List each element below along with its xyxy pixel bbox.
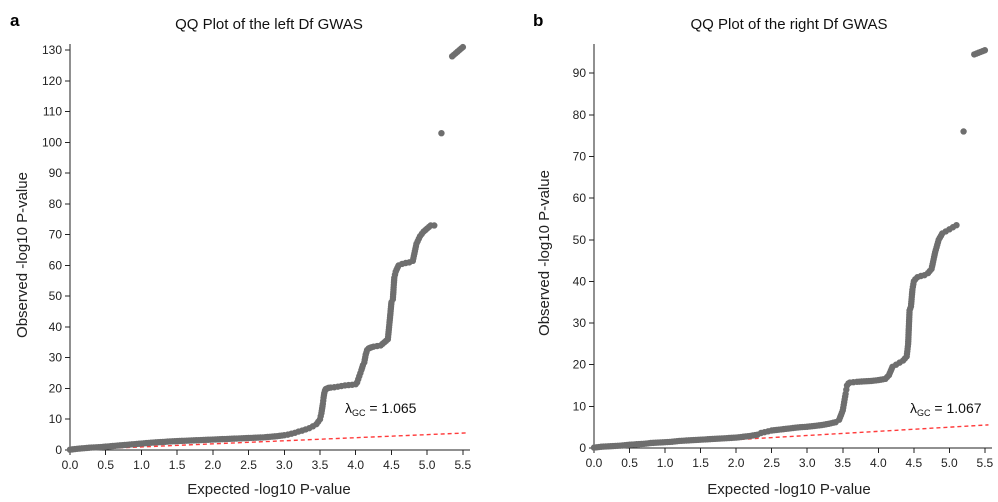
panel-b-x-tick-label: 1.5 — [692, 456, 709, 470]
panel-b-data-point — [981, 47, 989, 54]
panel-a-data-point — [438, 129, 445, 137]
panel-b-y-tick-label: 10 — [573, 399, 587, 413]
panel-b-x-tick-label: 0.5 — [621, 456, 638, 470]
panel-b-data-point — [960, 128, 967, 135]
panel-b-x-tick-label: 3.5 — [834, 456, 851, 470]
panel-a-y-tick-label: 130 — [42, 43, 62, 57]
panel-b-x-tick-label: 3.0 — [799, 456, 816, 470]
panel-b-title: QQ Plot of the right Df GWAS — [690, 16, 887, 33]
panel-b-y-axis-label: Observed -log10 P-value — [536, 170, 553, 336]
panel-b-data-point — [953, 221, 960, 229]
panel-a-x-tick-label: 1.0 — [133, 458, 150, 472]
panel-a-x-tick-label: 4.0 — [347, 458, 364, 472]
panel-b-y-tick-label: 60 — [573, 191, 587, 205]
panel-b-y-tick-label: 50 — [573, 233, 587, 247]
panel-b-x-tick-label: 5.5 — [977, 456, 994, 470]
panel-a-y-tick-label: 80 — [49, 197, 63, 211]
panel-a-title: QQ Plot of the left Df GWAS — [175, 16, 363, 33]
panel-b-y-tick-label: 70 — [573, 149, 587, 163]
panel-a-y-tick-label: 100 — [42, 135, 62, 149]
panel-b-x-tick-label: 5.0 — [941, 456, 958, 470]
panel-a-x-axis-label: Expected -log10 P-value — [187, 481, 350, 498]
panel-a-y-tick-label: 20 — [49, 381, 63, 395]
panel-a-letter: a — [10, 11, 20, 30]
panel-a-y-tick-label: 90 — [49, 166, 63, 180]
panel-b-y-tick-label: 40 — [573, 274, 587, 288]
panel-a-x-tick-label: 5.0 — [419, 458, 436, 472]
panel-a-y-axis-label: Observed -log10 P-value — [14, 172, 31, 338]
panel-b-x-tick-label: 2.5 — [763, 456, 780, 470]
panel-a-y-tick-label: 0 — [55, 443, 62, 457]
panel-a-x-tick-label: 0.5 — [97, 458, 114, 472]
panel-a-x-tick-label: 2.0 — [205, 458, 222, 472]
panel-a-expected-reference-line — [69, 432, 467, 451]
panel-a-data-point — [431, 222, 438, 229]
panel-a-y-tick-label: 120 — [42, 74, 62, 88]
panel-a-y-tick-label: 60 — [49, 258, 63, 272]
panel-a-y-tick-label: 30 — [49, 351, 63, 365]
panel-a-y-tick-label: 50 — [49, 289, 63, 303]
panel-a-lambda-gc-annotation: λGC = 1.065 — [345, 400, 417, 418]
panel-b-plot-area: 0.0 0.5 1.0 1.5 2.0 2.5 3.0 3.5 4.0 4.5 5.0 5.5 0 10 2… — [573, 44, 994, 470]
panel-b-y-tick-label: 0 — [579, 441, 586, 455]
panel-b-x-tick-label: 2.0 — [728, 456, 745, 470]
panel-b: b QQ Plot of the right Df GWAS Expected … — [533, 11, 994, 498]
panel-a: a QQ Plot of the left Df GWAS Expected -… — [10, 11, 472, 498]
panel-b-lambda-gc-annotation: λGC = 1.067 — [910, 400, 982, 418]
panel-a-data-point — [459, 43, 467, 51]
panel-b-y-tick-label: 20 — [573, 358, 587, 372]
panel-b-x-tick-label: 4.5 — [905, 456, 922, 470]
panel-a-x-tick-label: 4.5 — [383, 458, 400, 472]
panel-a-x-tick-label: 3.5 — [312, 458, 329, 472]
panel-b-letter: b — [533, 11, 543, 30]
panel-b-x-tick-label: 1.0 — [657, 456, 674, 470]
panel-a-x-tick-label: 1.5 — [169, 458, 186, 472]
panel-b-x-tick-label: 0.0 — [586, 456, 603, 470]
panel-a-y-tick-label: 10 — [49, 412, 63, 426]
panel-b-y-tick-label: 80 — [573, 108, 587, 122]
panel-a-y-tick-label: 110 — [43, 105, 62, 119]
panel-b-x-axis-label: Expected -log10 P-value — [707, 481, 870, 498]
panel-a-x-tick-label: 2.5 — [240, 458, 257, 472]
panel-a-y-tick-label: 70 — [49, 228, 63, 242]
panel-a-plot-area: 0.0 0.5 1.0 1.5 2.0 2.5 3.0 3.5 4.0 4.5 5.0 5.5 0 10 2… — [42, 43, 472, 472]
panel-b-y-tick-label: 90 — [573, 66, 587, 80]
panel-b-x-tick-label: 4.0 — [870, 456, 887, 470]
panel-a-y-tick-label: 40 — [49, 320, 63, 334]
panel-a-x-tick-label: 0.0 — [62, 458, 79, 472]
panel-a-x-tick-label: 3.0 — [276, 458, 293, 472]
panel-b-y-tick-label: 30 — [573, 316, 587, 330]
panel-a-x-tick-label: 5.5 — [455, 458, 472, 472]
